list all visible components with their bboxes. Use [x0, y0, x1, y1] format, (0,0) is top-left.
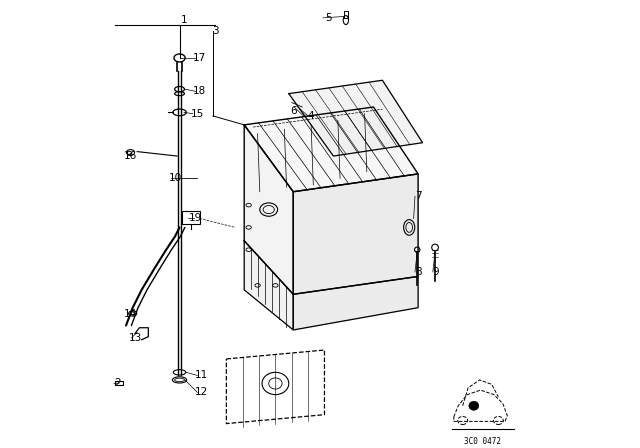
Ellipse shape — [469, 401, 479, 410]
Text: 8: 8 — [415, 267, 421, 277]
Text: 11: 11 — [195, 370, 209, 380]
Text: 1: 1 — [180, 15, 188, 25]
Polygon shape — [244, 107, 418, 192]
Polygon shape — [293, 276, 418, 330]
Text: 18: 18 — [193, 86, 206, 96]
Text: 3C0 0472: 3C0 0472 — [464, 437, 501, 446]
Polygon shape — [244, 125, 293, 294]
Polygon shape — [293, 174, 418, 294]
Text: 16: 16 — [124, 151, 137, 161]
Text: 13: 13 — [129, 333, 141, 343]
Text: 2: 2 — [114, 379, 120, 388]
Text: 3: 3 — [212, 26, 218, 36]
Text: 7: 7 — [415, 191, 421, 201]
Text: 9: 9 — [433, 267, 439, 277]
Text: 5: 5 — [326, 13, 332, 23]
Polygon shape — [289, 80, 422, 156]
Polygon shape — [244, 241, 293, 330]
Text: 14: 14 — [124, 310, 137, 319]
Bar — [115, 381, 123, 385]
Bar — [182, 211, 200, 224]
Text: 10: 10 — [168, 173, 182, 183]
Text: 6: 6 — [290, 107, 296, 116]
Text: 19: 19 — [189, 214, 202, 224]
Text: 4: 4 — [308, 111, 314, 121]
Text: 12: 12 — [195, 388, 209, 397]
Text: 17: 17 — [193, 53, 206, 63]
Text: 15: 15 — [191, 109, 204, 119]
Bar — [344, 11, 348, 18]
